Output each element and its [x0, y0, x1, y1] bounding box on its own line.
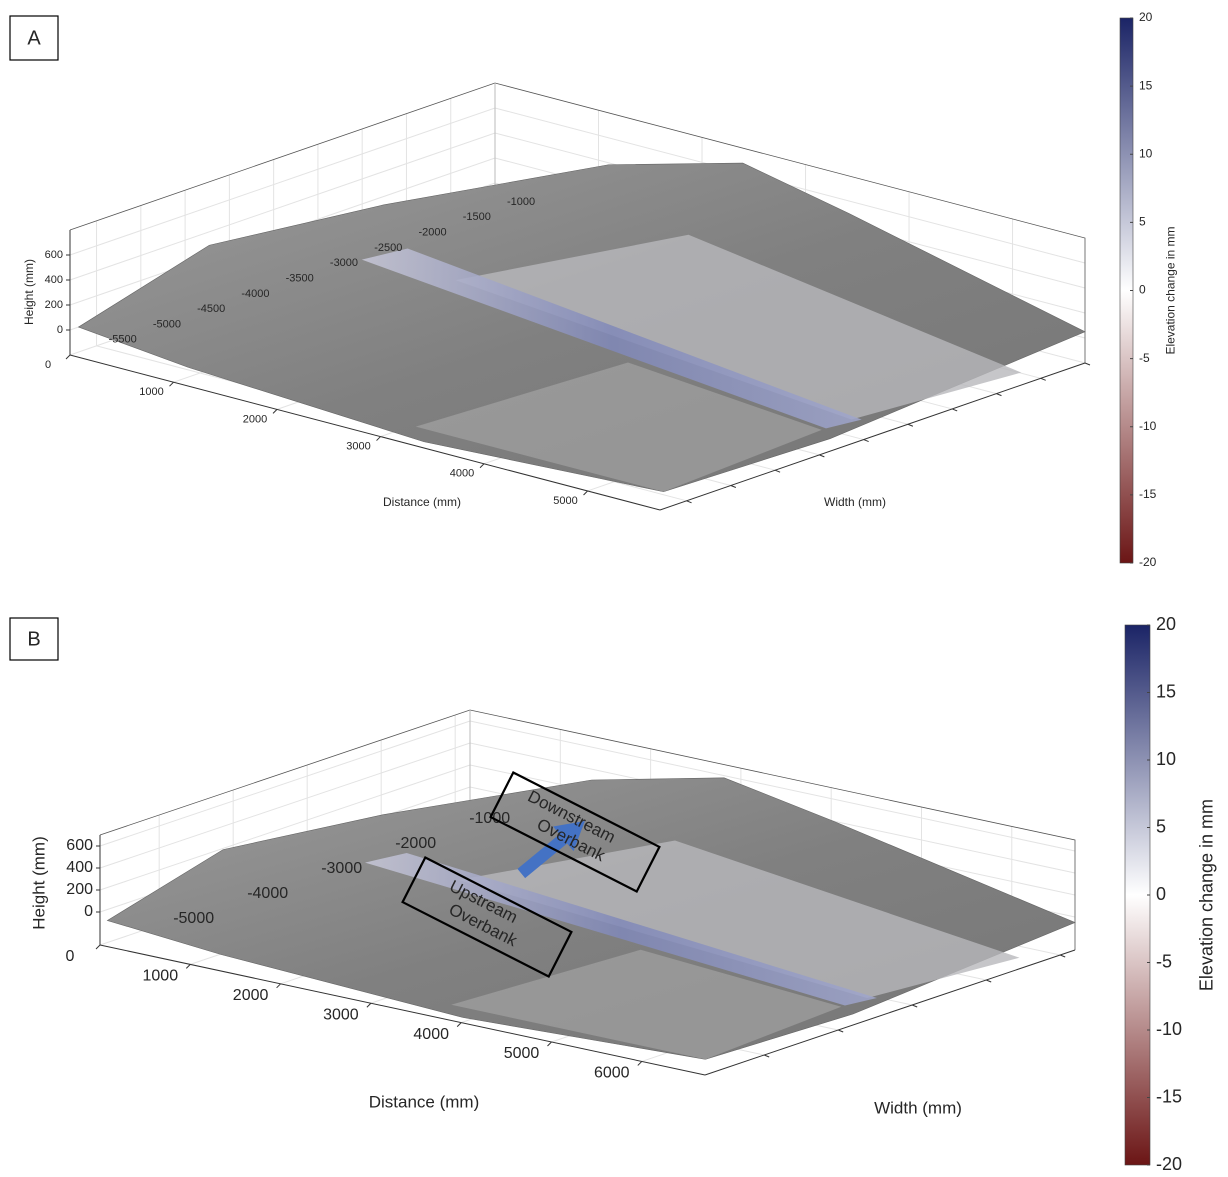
y-tick-label: -2500 — [374, 242, 402, 254]
colorbar-tick-label: 10 — [1139, 146, 1153, 160]
x-axis-label: Distance (mm) — [369, 1092, 480, 1111]
panel-label: B — [27, 628, 40, 650]
y-tick-label: -2000 — [418, 227, 446, 239]
y-axis-label: Width (mm) — [874, 1098, 962, 1117]
y-tick-label: -1000 — [507, 196, 535, 208]
x-tick — [170, 382, 174, 386]
x-tick — [367, 1003, 371, 1007]
y-tick-label: -5000 — [153, 318, 181, 330]
colorbar-tick-label: 0 — [1139, 283, 1146, 297]
x-tick-label: 3000 — [346, 440, 370, 452]
x-axis-label: Distance (mm) — [383, 495, 461, 509]
y-tick — [1060, 955, 1065, 957]
y-axis-label: Width (mm) — [824, 495, 886, 509]
y-tick-label: -5000 — [173, 910, 214, 927]
colorbar-tick-label: 20 — [1156, 614, 1176, 634]
colorbar — [1125, 625, 1150, 1165]
y-tick — [864, 440, 869, 442]
y-tick — [1085, 363, 1090, 365]
y-tick-label: -5500 — [109, 334, 137, 346]
colorbar-tick-label: 15 — [1139, 78, 1153, 92]
z-tick-label: 200 — [66, 881, 93, 898]
y-tick — [952, 409, 957, 411]
y-tick-label: -3000 — [321, 860, 362, 877]
x-tick-label: 0 — [66, 948, 75, 965]
colorbar-tick-label: 20 — [1139, 10, 1153, 24]
colorbar-label: Elevation change in mm — [1164, 226, 1178, 354]
x-tick-label: 4000 — [413, 1026, 449, 1043]
x-tick — [66, 355, 70, 359]
x-tick-label: 1000 — [143, 968, 179, 985]
y-tick — [731, 486, 736, 488]
z-tick-label: 400 — [66, 859, 93, 876]
x-tick-label: 1000 — [139, 386, 163, 398]
z-axis-label: Height (mm) — [22, 259, 36, 325]
x-tick-label: 5000 — [504, 1045, 540, 1062]
y-tick — [986, 980, 991, 982]
x-tick-label: 2000 — [233, 987, 269, 1004]
panel-label: A — [27, 27, 41, 49]
z-tick-label: 200 — [45, 299, 63, 311]
colorbar-tick-label: 10 — [1156, 749, 1176, 769]
colorbar-tick-label: -10 — [1156, 1019, 1182, 1039]
x-tick — [273, 409, 277, 413]
y-tick-label: -1500 — [463, 211, 491, 223]
colorbar-tick-label: -20 — [1156, 1154, 1182, 1174]
y-tick-label: -4500 — [197, 303, 225, 315]
x-tick-label: 4000 — [450, 468, 474, 480]
y-tick — [908, 424, 913, 426]
y-tick — [996, 394, 1001, 396]
y-tick-label: -3000 — [330, 257, 358, 269]
x-tick-label: 5000 — [553, 495, 577, 507]
colorbar-label: Elevation change in mm — [1196, 799, 1216, 991]
y-tick-label: -4000 — [241, 288, 269, 300]
z-tick-label: 0 — [57, 324, 63, 336]
z-tick-label: 600 — [66, 837, 93, 854]
colorbar-tick-label: -5 — [1156, 951, 1172, 971]
x-tick — [277, 984, 281, 988]
y-tick — [1041, 378, 1046, 380]
figure: A010002000300040005000-5500-5000-4500-40… — [0, 0, 1228, 1177]
y-tick — [775, 470, 780, 472]
colorbar-tick-label: 15 — [1156, 681, 1176, 701]
x-tick — [480, 464, 484, 468]
colorbar-tick-label: -5 — [1139, 351, 1150, 365]
colorbar-tick-label: 5 — [1139, 215, 1146, 229]
y-tick-label: -2000 — [395, 835, 436, 852]
z-tick-label: 600 — [45, 249, 63, 261]
x-tick — [638, 1061, 642, 1065]
y-tick-label: -3500 — [286, 272, 314, 284]
x-tick — [584, 491, 588, 495]
colorbar-tick-label: -10 — [1139, 419, 1157, 433]
y-tick-label: -4000 — [247, 885, 288, 902]
x-tick — [377, 437, 381, 441]
y-tick — [764, 1055, 769, 1057]
y-tick — [819, 455, 824, 457]
x-tick — [457, 1023, 461, 1027]
colorbar-tick-label: 5 — [1156, 816, 1166, 836]
z-tick-label: 400 — [45, 274, 63, 286]
x-tick-label: 0 — [45, 359, 51, 371]
x-tick-label: 3000 — [323, 1006, 359, 1023]
x-tick-label: 2000 — [243, 413, 267, 425]
colorbar-tick-label: 0 — [1156, 884, 1166, 904]
colorbar-tick-label: -15 — [1156, 1086, 1182, 1106]
y-tick — [912, 1005, 917, 1007]
x-tick — [186, 964, 190, 968]
x-tick — [547, 1042, 551, 1046]
x-tick-label: 6000 — [594, 1065, 630, 1082]
y-tick — [687, 501, 692, 503]
x-tick — [96, 945, 100, 949]
colorbar-tick-label: -15 — [1139, 487, 1157, 501]
colorbar-tick-label: -20 — [1139, 555, 1157, 569]
z-tick-label: 0 — [84, 903, 93, 920]
z-axis-label: Height (mm) — [29, 836, 48, 930]
y-tick — [838, 1030, 843, 1032]
